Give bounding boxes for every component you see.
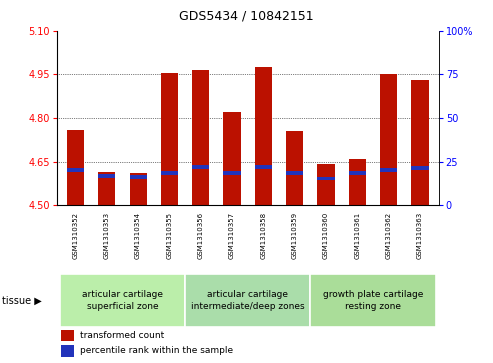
Text: articular cartilage
intermediate/deep zones: articular cartilage intermediate/deep zo…	[191, 290, 305, 311]
Bar	[286, 171, 303, 175]
Text: articular cartilage
superficial zone: articular cartilage superficial zone	[82, 290, 163, 311]
Bar	[130, 173, 147, 205]
Bar	[67, 168, 84, 172]
Bar	[311, 274, 436, 327]
Bar	[192, 70, 210, 205]
Text: transformed count: transformed count	[80, 331, 164, 340]
Bar	[98, 174, 115, 178]
Bar	[255, 165, 272, 169]
Bar	[130, 175, 147, 179]
Text: percentile rank within the sample: percentile rank within the sample	[80, 346, 233, 355]
Text: GSM1310352: GSM1310352	[72, 212, 78, 258]
Bar	[60, 274, 185, 327]
Bar	[223, 171, 241, 175]
Bar	[223, 112, 241, 205]
Bar	[317, 177, 335, 180]
Bar	[255, 67, 272, 205]
Bar	[286, 131, 303, 205]
Text: tissue ▶: tissue ▶	[2, 295, 42, 305]
Text: growth plate cartilage
resting zone: growth plate cartilage resting zone	[323, 290, 423, 311]
Text: GSM1310356: GSM1310356	[198, 212, 204, 259]
Text: GDS5434 / 10842151: GDS5434 / 10842151	[179, 9, 314, 22]
Text: GSM1310357: GSM1310357	[229, 212, 235, 259]
Bar	[411, 167, 428, 170]
Text: GSM1310353: GSM1310353	[104, 212, 110, 259]
Text: GSM1310359: GSM1310359	[292, 212, 298, 259]
Text: GSM1310355: GSM1310355	[167, 212, 173, 258]
Bar	[349, 159, 366, 205]
Text: GSM1310362: GSM1310362	[386, 212, 391, 259]
Text: GSM1310354: GSM1310354	[135, 212, 141, 258]
Bar	[380, 74, 397, 205]
Bar	[349, 171, 366, 175]
Text: GSM1310360: GSM1310360	[323, 212, 329, 259]
Text: GSM1310358: GSM1310358	[260, 212, 266, 259]
Bar	[192, 165, 210, 169]
Bar	[61, 345, 74, 357]
Bar	[161, 171, 178, 175]
Bar	[185, 274, 311, 327]
Bar	[61, 330, 74, 341]
Bar	[67, 130, 84, 205]
Text: GSM1310361: GSM1310361	[354, 212, 360, 259]
Bar	[411, 80, 428, 205]
Bar	[161, 73, 178, 205]
Bar	[317, 164, 335, 205]
Bar	[380, 168, 397, 172]
Text: GSM1310363: GSM1310363	[417, 212, 423, 259]
Bar	[98, 172, 115, 205]
